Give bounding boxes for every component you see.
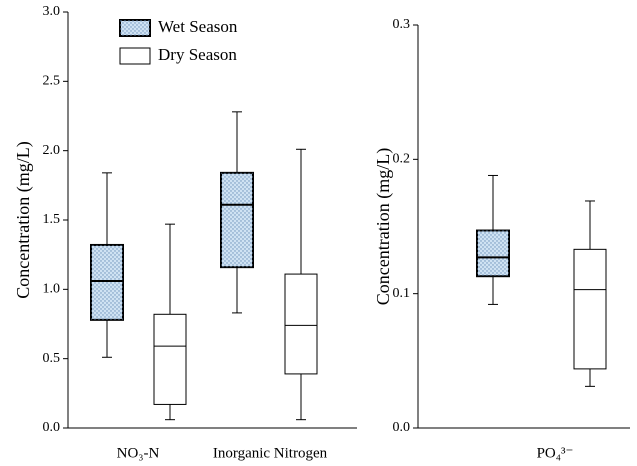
y-tick-label: 0.2 [393, 152, 411, 167]
y-tick-label: 1.5 [43, 212, 61, 227]
y-axis-title: Concentration (mg/L) [13, 141, 34, 298]
box-pattern [91, 244, 123, 320]
legend-swatch-pattern [120, 20, 150, 36]
y-tick-label: 0.0 [393, 420, 411, 435]
y-tick-label: 0.0 [43, 420, 61, 435]
box [153, 313, 187, 405]
y-tick-label: 2.5 [43, 74, 61, 89]
y-tick-label: 0.1 [393, 286, 411, 301]
y-tick-label: 2.0 [43, 143, 61, 158]
box [573, 248, 607, 370]
box-pattern [221, 172, 253, 268]
y-tick-label: 0.3 [393, 17, 411, 32]
box-pattern [477, 230, 509, 277]
x-tick-label: NO₃-N [117, 445, 160, 461]
y-tick-label: 3.0 [43, 4, 61, 19]
y-axis-title: Concentration (mg/L) [373, 148, 394, 305]
box [284, 273, 318, 375]
legend-label: Wet Season [158, 17, 238, 36]
legend-label: Dry Season [158, 45, 237, 64]
y-tick-label: 1.0 [43, 282, 61, 297]
x-tick-label: Inorganic Nitrogen [213, 445, 328, 461]
x-tick-label: PO₄³⁻ [537, 445, 574, 461]
y-tick-label: 0.5 [43, 351, 61, 366]
legend-swatch [119, 47, 151, 65]
